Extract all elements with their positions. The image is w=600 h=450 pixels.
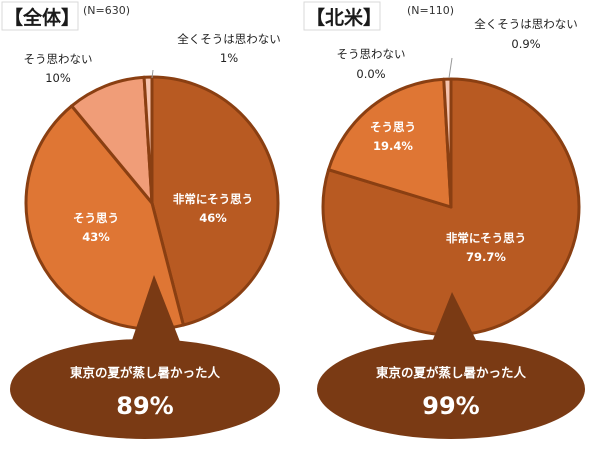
overall-value-strongly-agree: 46% xyxy=(199,211,227,225)
overall-label-strongly-disagree: 全くそうは思わない xyxy=(177,32,281,46)
overall-value-disagree: 10% xyxy=(45,71,71,85)
overall-slice-strongly-agree xyxy=(150,75,280,327)
na-label-strongly-agree: 非常にそう思う xyxy=(446,231,526,245)
na-value-strongly-disagree: 0.9% xyxy=(511,37,540,51)
na-value-disagree: 0.0% xyxy=(356,67,385,81)
overall-callout: 東京の夏が蒸し暑かった人 89% xyxy=(10,275,280,439)
overall-label-agree: そう思う xyxy=(73,211,119,225)
na-value-strongly-agree: 79.7% xyxy=(466,250,506,264)
na-title-box xyxy=(303,1,381,31)
na-title: 【北米】 xyxy=(306,6,382,29)
na-label-agree: そう思う xyxy=(370,120,416,134)
na-callout-bubble xyxy=(317,339,585,439)
na-label-strongly-disagree: 全くそうは思わない xyxy=(474,17,578,31)
overall-slice-disagree xyxy=(70,75,154,205)
na-slice-agree xyxy=(327,77,453,209)
overall-slices xyxy=(24,75,280,331)
na-leader-line xyxy=(448,57,453,79)
na-callout-text: 東京の夏が蒸し暑かった人 xyxy=(376,365,527,380)
overall-label-strongly-agree: 非常にそう思う xyxy=(173,192,253,206)
overall-value-strongly-disagree: 1% xyxy=(220,51,238,65)
overall-title-box xyxy=(1,1,79,31)
na-callout-pointer xyxy=(428,292,482,352)
overall-title: 【全体】 xyxy=(4,6,80,29)
pie-chart-overall: 【全体】 (N=630) 全くそうは思わない 1% そう思わない 10% 非常に… xyxy=(1,1,281,439)
na-slices xyxy=(321,77,581,337)
na-callout-value: 99% xyxy=(422,392,479,420)
na-label-disagree: そう思わない xyxy=(337,47,406,61)
pie-chart-north-america: 【北米】 (N=110) 全くそうは思わない 0.9% そう思わない 0.0% … xyxy=(303,1,585,439)
na-callout: 東京の夏が蒸し暑かった人 99% xyxy=(317,292,585,439)
na-slice-strongly-agree xyxy=(321,77,581,337)
overall-value-agree: 43% xyxy=(82,230,110,244)
overall-callout-bubble xyxy=(10,339,280,439)
na-n-label: (N=110) xyxy=(407,4,454,17)
overall-callout-value: 89% xyxy=(116,392,173,420)
na-value-agree: 19.4% xyxy=(373,139,413,153)
overall-n-label: (N=630) xyxy=(83,4,130,17)
overall-callout-text: 東京の夏が蒸し暑かった人 xyxy=(70,365,221,380)
overall-leader-line xyxy=(151,69,154,79)
overall-callout-pointer xyxy=(128,275,184,352)
overall-label-disagree: そう思わない xyxy=(24,52,93,66)
na-slice-strongly-disagree xyxy=(442,77,453,209)
